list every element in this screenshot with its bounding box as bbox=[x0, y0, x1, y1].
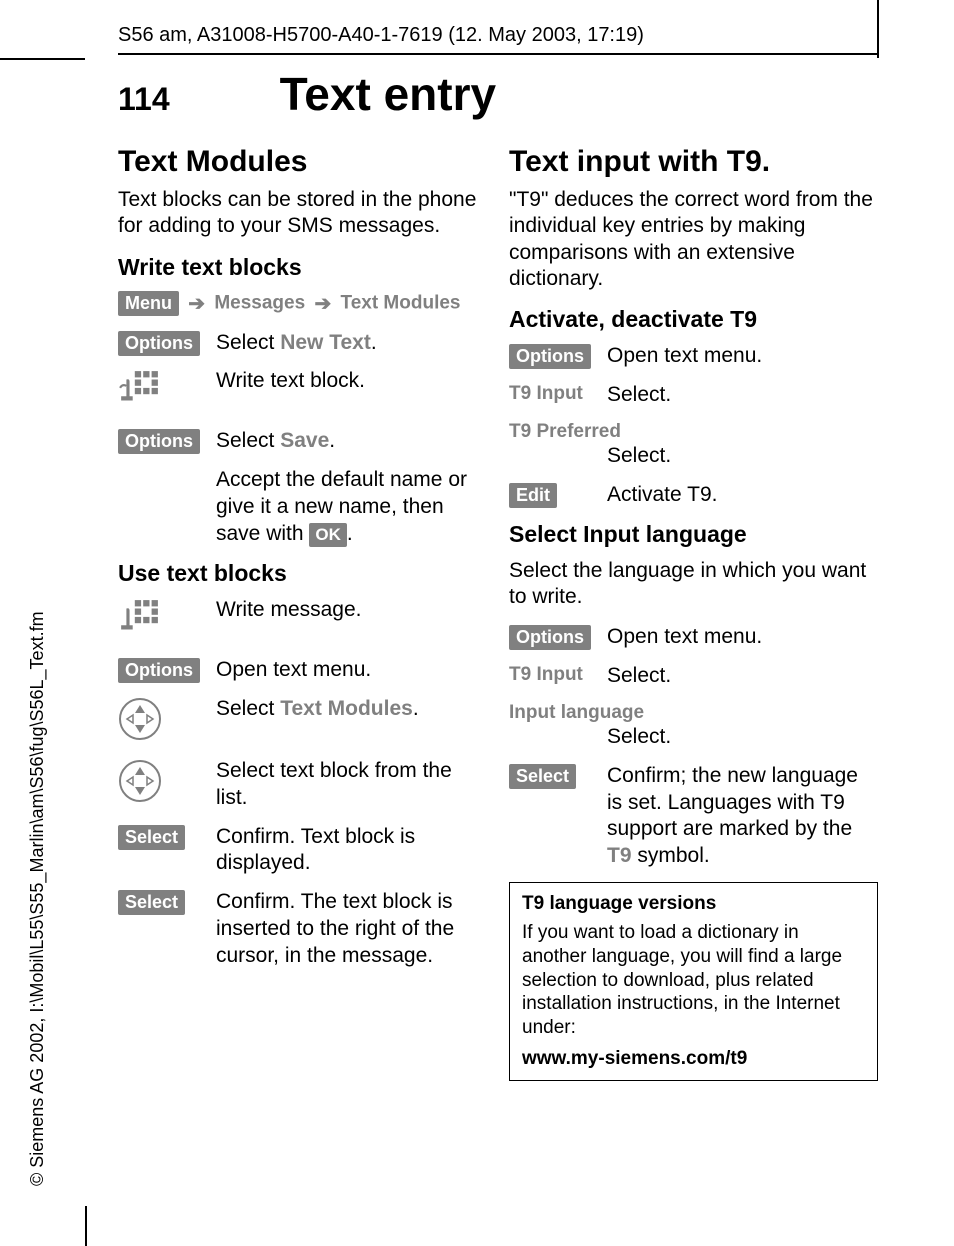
lang-intro: Select the language in which you want to… bbox=[509, 558, 878, 611]
step-text: Select. bbox=[607, 663, 878, 690]
section-text-modules: Text Modules bbox=[118, 145, 487, 179]
step-row: T9 Input Select. bbox=[509, 663, 878, 690]
subsection-use: Use text blocks bbox=[118, 560, 487, 587]
step-text: Write message. bbox=[216, 597, 487, 624]
step-text: Select. bbox=[607, 382, 878, 409]
step-text: Confirm. Text block is displayed. bbox=[216, 824, 487, 878]
crop-mark bbox=[0, 58, 85, 60]
select-softkey: Select bbox=[118, 890, 185, 915]
step-row: Options Open text menu. bbox=[509, 624, 878, 651]
menu-path-textmodules: Text Modules bbox=[341, 292, 461, 313]
edit-softkey: Edit bbox=[509, 483, 557, 508]
step-text: Select New Text. bbox=[216, 330, 487, 357]
options-softkey: Options bbox=[509, 344, 591, 369]
step-text: Write text block. bbox=[216, 368, 487, 395]
subsection-write: Write text blocks bbox=[118, 254, 487, 281]
keypad-icon bbox=[118, 598, 160, 640]
info-box-body: If you want to load a dictionary in anot… bbox=[522, 921, 865, 1040]
options-softkey: Options bbox=[118, 429, 200, 454]
step-row: Select Text Modules. bbox=[118, 696, 487, 746]
options-softkey: Options bbox=[509, 625, 591, 650]
t9-input-label: T9 Input bbox=[509, 664, 583, 685]
step-text: Select Save. bbox=[216, 428, 487, 455]
header-rule bbox=[118, 53, 878, 55]
menu-navigation-path: Menu ➔ Messages ➔ Text Modules bbox=[118, 291, 487, 316]
right-column: Text input with T9. "T9" deduces the cor… bbox=[509, 145, 878, 1081]
step-text: Activate T9. bbox=[607, 482, 878, 509]
step-row: Edit Activate T9. bbox=[509, 482, 878, 509]
nav-key-icon bbox=[118, 697, 162, 741]
step-text: Select text block from the list. bbox=[216, 758, 487, 812]
step-row: Options Select Save. bbox=[118, 428, 487, 455]
step-row: Options Open text menu. bbox=[118, 657, 487, 684]
arrow-icon: ➔ bbox=[188, 291, 205, 316]
select-softkey: Select bbox=[509, 764, 576, 789]
step-text: Open text menu. bbox=[607, 624, 878, 651]
page-title: Text entry bbox=[280, 67, 496, 121]
t9-input-label: T9 Input bbox=[509, 383, 583, 404]
step-text: Accept the default name or give it a new… bbox=[216, 467, 487, 548]
step-row: Accept the default name or give it a new… bbox=[118, 467, 487, 548]
keypad-icon bbox=[118, 369, 160, 411]
info-box-url: www.my-siemens.com/t9 bbox=[522, 1048, 865, 1070]
t9-preferred-label: T9 Preferred bbox=[509, 421, 878, 443]
step-text: Confirm; the new language is set. Langua… bbox=[607, 763, 878, 871]
step-row: Select Confirm. The text block is insert… bbox=[118, 889, 487, 970]
step-text: Confirm. The text block is inserted to t… bbox=[216, 889, 487, 970]
options-softkey: Options bbox=[118, 331, 200, 356]
crop-mark bbox=[85, 1206, 87, 1246]
arrow-icon: ➔ bbox=[314, 291, 331, 316]
options-softkey: Options bbox=[118, 658, 200, 683]
page-content: S56 am, A31008-H5700-A40-1-7619 (12. May… bbox=[118, 0, 878, 1081]
step-row: Options Open text menu. bbox=[509, 343, 878, 370]
subsection-input-language: Select Input language bbox=[509, 521, 878, 548]
menu-softkey: Menu bbox=[118, 291, 179, 316]
left-column: Text Modules Text blocks can be stored i… bbox=[118, 145, 487, 1081]
input-language-label: Input language bbox=[509, 702, 878, 724]
t9-intro: "T9" deduces the correct word from the i… bbox=[509, 187, 878, 292]
step-text: Select Text Modules. bbox=[216, 696, 487, 723]
step-row: Options Select New Text. bbox=[118, 330, 487, 357]
t9-language-box: T9 language versions If you want to load… bbox=[509, 882, 878, 1081]
select-softkey: Select bbox=[118, 825, 185, 850]
step-text: Open text menu. bbox=[216, 657, 487, 684]
step-row: Select Confirm; the new language is set.… bbox=[509, 763, 878, 871]
step-text: Select. bbox=[607, 724, 878, 751]
step-row: T9 Input Select. bbox=[509, 382, 878, 409]
subsection-activate: Activate, deactivate T9 bbox=[509, 306, 878, 333]
nav-key-icon bbox=[118, 759, 162, 803]
step-row: Select text block from the list. bbox=[118, 758, 487, 812]
step-row: Write message. bbox=[118, 597, 487, 645]
copyright-footer: © Siemens AG 2002, I:\Mobil\L55\S55_Marl… bbox=[27, 611, 48, 1186]
info-box-title: T9 language versions bbox=[522, 893, 865, 915]
ok-softkey: OK bbox=[309, 523, 347, 547]
step-row: T9 Preferred Select. bbox=[509, 421, 878, 470]
section-t9-input: Text input with T9. bbox=[509, 145, 878, 179]
title-row: 114 Text entry bbox=[118, 67, 878, 121]
header-path: S56 am, A31008-H5700-A40-1-7619 (12. May… bbox=[118, 24, 878, 47]
step-row: Input language Select. bbox=[509, 702, 878, 751]
step-row: Select Confirm. Text block is displayed. bbox=[118, 824, 487, 878]
step-text: Open text menu. bbox=[607, 343, 878, 370]
menu-path-messages: Messages bbox=[214, 292, 305, 313]
page-number: 114 bbox=[118, 81, 170, 118]
step-row: Write text block. bbox=[118, 368, 487, 416]
step-text: Select. bbox=[607, 443, 878, 470]
text-modules-intro: Text blocks can be stored in the phone f… bbox=[118, 187, 487, 240]
